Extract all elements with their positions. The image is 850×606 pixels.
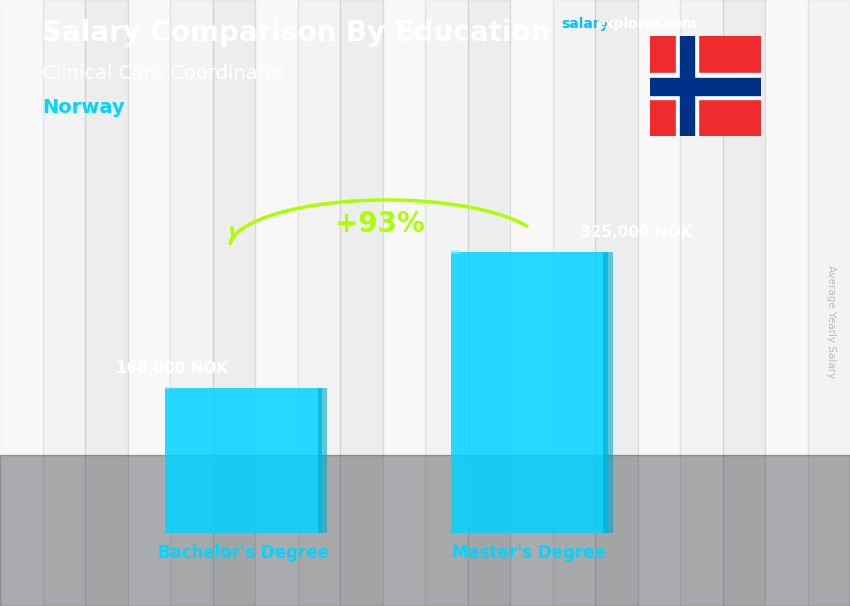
Bar — [650, 78, 761, 95]
Bar — [85, 0, 128, 606]
Bar — [298, 0, 340, 606]
Bar — [318, 388, 327, 533]
Bar — [722, 0, 765, 606]
Bar — [165, 388, 322, 533]
Bar — [128, 0, 170, 606]
Bar — [595, 0, 638, 606]
Bar — [552, 0, 595, 606]
Bar — [0, 0, 42, 606]
Text: 325,000 NOK: 325,000 NOK — [581, 225, 693, 240]
Bar — [425, 0, 468, 606]
Text: 168,000 NOK: 168,000 NOK — [116, 361, 229, 376]
Text: Salary Comparison By Education: Salary Comparison By Education — [42, 19, 551, 47]
Bar — [170, 0, 212, 606]
Bar — [680, 0, 722, 606]
Bar — [382, 0, 425, 606]
Bar — [450, 252, 608, 533]
Bar — [808, 0, 850, 606]
Text: Clinical Care Coordinator: Clinical Care Coordinator — [42, 64, 286, 82]
Bar — [450, 250, 460, 254]
Bar — [765, 0, 808, 606]
Bar — [510, 0, 552, 606]
Bar — [340, 0, 382, 606]
Bar — [676, 36, 698, 136]
Text: explorer.com: explorer.com — [595, 17, 696, 31]
Bar — [165, 387, 174, 389]
Bar — [638, 0, 680, 606]
Bar — [0, 454, 850, 606]
Bar — [680, 36, 694, 136]
Bar — [42, 0, 85, 606]
Bar — [604, 252, 613, 533]
Text: salary: salary — [561, 17, 609, 31]
Text: +93%: +93% — [335, 210, 424, 238]
Bar — [212, 0, 255, 606]
Text: Average Yearly Salary: Average Yearly Salary — [826, 265, 836, 378]
Text: Norway: Norway — [42, 98, 125, 117]
Bar — [255, 0, 298, 606]
Bar — [650, 73, 761, 99]
Bar — [468, 0, 510, 606]
